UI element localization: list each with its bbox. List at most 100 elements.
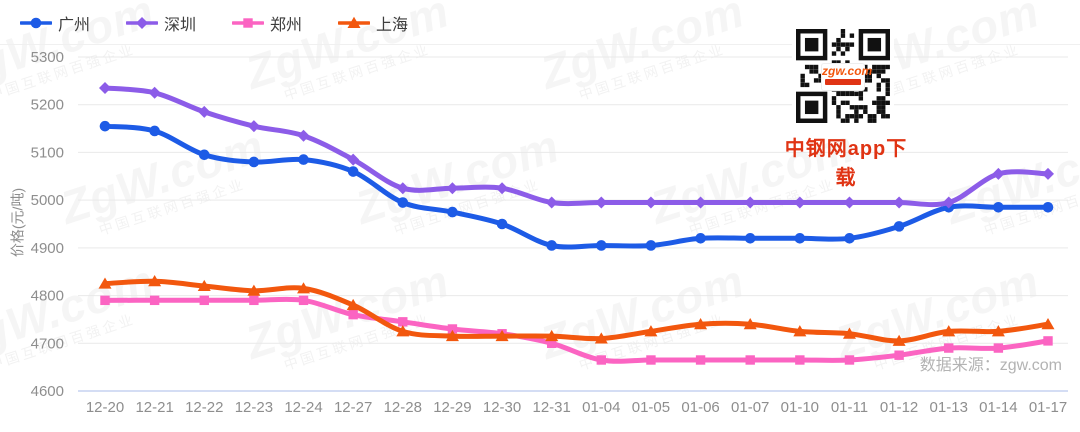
data-point-diamond — [843, 196, 856, 209]
data-point-triangle — [892, 334, 906, 346]
data-point-diamond — [942, 196, 955, 209]
x-tick-label: 12-23 — [235, 399, 273, 416]
data-point-square — [249, 295, 259, 306]
x-tick-label: 01-12 — [880, 399, 918, 416]
y-tick-label: 5100 — [31, 144, 64, 161]
data-point-square — [298, 295, 309, 306]
data-point-circle — [844, 233, 855, 244]
legend-label: 上海 — [376, 17, 409, 34]
x-tick-label: 01-10 — [781, 399, 819, 416]
data-point-triangle — [197, 279, 211, 292]
data-point-diamond — [396, 182, 409, 195]
x-tick-label: 12-24 — [284, 399, 322, 416]
data-point-diamond — [148, 86, 161, 99]
series-line — [102, 296, 1051, 364]
data-point-triangle — [991, 325, 1005, 337]
data-point-square — [447, 324, 458, 334]
data-point-circle — [347, 166, 359, 177]
data-point-circle — [993, 202, 1004, 213]
chart-legend: 广州 深圳 郑州 上海 — [20, 11, 408, 35]
data-point-diamond — [644, 196, 657, 209]
data-point-diamond — [446, 182, 459, 195]
legend-label: 广州 — [58, 17, 91, 34]
data-point-square — [199, 295, 209, 306]
x-tick-label: 12-22 — [185, 399, 223, 416]
data-point-diamond — [744, 196, 757, 209]
qr-logo-text: zgw.com — [822, 64, 873, 78]
triangle-legend-icon — [338, 16, 371, 28]
x-tick-label: 12-27 — [334, 399, 372, 416]
data-point-triangle — [297, 282, 311, 294]
data-point-triangle — [694, 318, 708, 330]
data-point-diamond — [793, 196, 806, 209]
data-point-diamond — [595, 196, 608, 209]
x-tick-label: 01-06 — [681, 399, 719, 416]
series-line — [102, 278, 1051, 344]
data-point-square — [944, 343, 954, 353]
data-point-triangle — [247, 284, 261, 296]
data-point-triangle — [644, 325, 658, 337]
data-point-triangle — [942, 325, 956, 337]
qr-center-logo: zgw.com — [822, 64, 873, 90]
data-point-diamond — [136, 17, 149, 29]
data-point-diamond — [297, 129, 310, 142]
legend-label: 深圳 — [164, 17, 197, 34]
data-point-circle — [1042, 202, 1054, 213]
data-point-diamond — [992, 167, 1005, 180]
y-tick-label: 4600 — [31, 383, 64, 400]
qr-caption: 中钢网app下载 — [784, 138, 908, 189]
y-tick-label: 5000 — [31, 192, 64, 209]
data-point-square — [149, 295, 160, 306]
data-point-triangle — [1041, 318, 1055, 330]
data-point-square — [646, 355, 656, 365]
x-tick-label: 01-05 — [632, 399, 670, 416]
legend-item-3[interactable]: 上海 — [338, 11, 408, 35]
legend-label: 郑州 — [270, 17, 303, 34]
x-tick-label: 01-13 — [930, 399, 968, 416]
data-point-diamond — [545, 196, 558, 209]
data-point-circle — [893, 221, 905, 232]
data-point-triangle — [396, 325, 410, 337]
series-深圳 — [99, 82, 1054, 209]
data-point-diamond — [198, 105, 211, 118]
data-point-square — [795, 355, 805, 365]
data-point-square — [844, 355, 855, 365]
data-point-circle — [596, 240, 607, 251]
data-point-circle — [546, 240, 557, 251]
data-point-square — [243, 18, 253, 28]
data-point-diamond — [893, 196, 906, 209]
data-point-triangle — [495, 329, 509, 342]
x-tick-label: 01-14 — [979, 399, 1017, 416]
data-point-square — [745, 355, 755, 365]
data-point-triangle — [445, 329, 459, 342]
data-point-circle — [99, 120, 111, 132]
legend-divider — [0, 44, 1080, 45]
x-tick-label: 12-20 — [86, 399, 124, 416]
data-point-circle — [149, 125, 160, 137]
x-tick-label: 01-11 — [831, 399, 868, 416]
data-point-square — [348, 309, 358, 320]
qr-code-panel: zgw.com — [792, 26, 894, 132]
data-point-diamond — [99, 82, 111, 95]
diamond-legend-icon — [126, 17, 159, 29]
legend-item-1[interactable]: 深圳 — [126, 11, 196, 35]
y-tick-label: 5200 — [31, 97, 64, 114]
qr-logo-band — [825, 79, 861, 85]
data-point-square — [993, 343, 1004, 353]
data-point-triangle — [545, 329, 559, 342]
y-tick-label: 5300 — [31, 49, 64, 66]
data-point-circle — [695, 233, 706, 244]
x-tick-label: 01-07 — [731, 399, 769, 416]
y-tick-label: 4900 — [31, 240, 64, 257]
data-point-circle — [248, 156, 260, 168]
legend-item-2[interactable]: 郑州 — [232, 11, 302, 35]
data-point-square — [100, 295, 110, 306]
data-point-square — [1043, 336, 1053, 346]
legend-item-0[interactable]: 广州 — [20, 11, 90, 35]
data-point-circle — [645, 240, 657, 251]
data-point-square — [695, 355, 706, 365]
series-上海 — [98, 275, 1055, 346]
data-point-square — [894, 350, 904, 360]
data-point-diamond — [347, 153, 360, 166]
